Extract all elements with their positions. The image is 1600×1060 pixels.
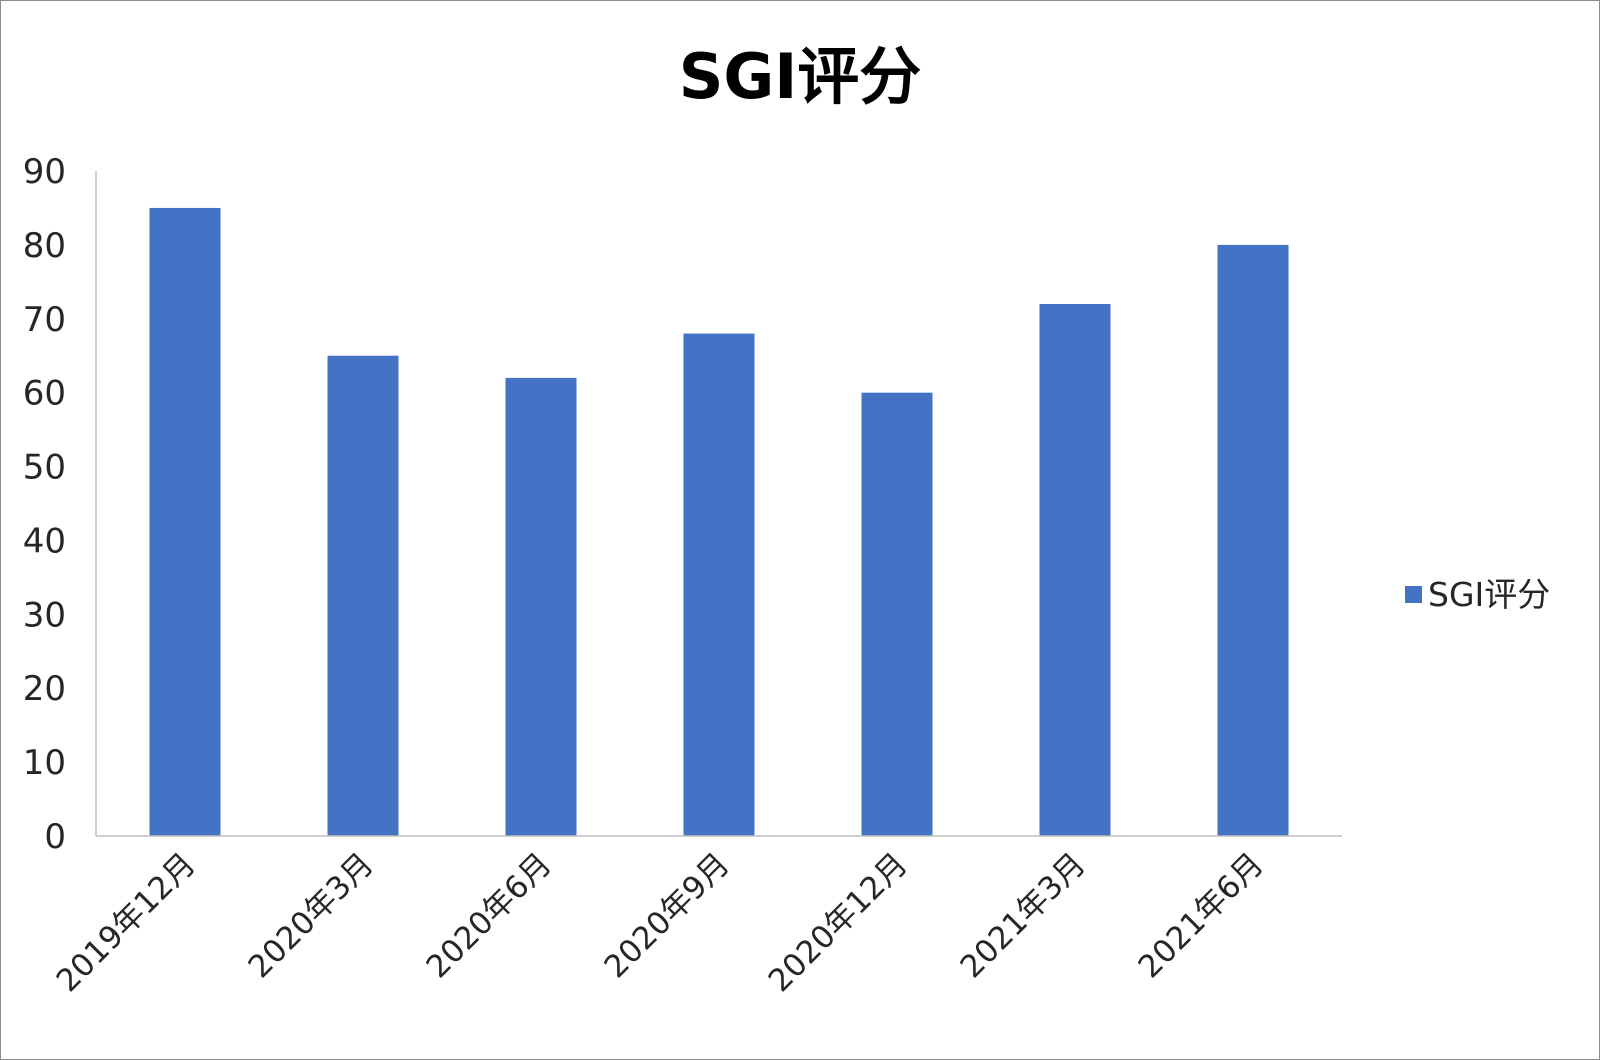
chart-title: SGI评分 bbox=[679, 40, 922, 113]
bar bbox=[861, 392, 933, 836]
x-tick-label: 2020年9月 bbox=[598, 846, 737, 985]
x-tick-label: 2019年12月 bbox=[50, 846, 203, 999]
x-tick-label: 2021年6月 bbox=[1132, 846, 1271, 985]
legend-swatch bbox=[1405, 586, 1422, 603]
y-tick-label: 70 bbox=[23, 300, 66, 340]
x-tick-label: 2021年3月 bbox=[954, 846, 1093, 985]
bar bbox=[1039, 304, 1111, 836]
x-tick-label: 2020年12月 bbox=[762, 846, 915, 999]
bar bbox=[505, 377, 577, 836]
y-tick-label: 90 bbox=[23, 152, 66, 192]
y-tick-label: 30 bbox=[23, 595, 66, 635]
x-axis: 2019年12月 2020年3月 2020年6月 2020年9月 2020年12月 202… bbox=[50, 835, 1342, 999]
bar bbox=[149, 207, 221, 836]
legend-label: SGI评分 bbox=[1428, 575, 1550, 614]
y-tick-label: 60 bbox=[23, 374, 66, 414]
y-tick-label: 20 bbox=[23, 669, 66, 709]
y-tick-label: 10 bbox=[23, 743, 66, 783]
y-tick-label: 0 bbox=[44, 817, 66, 857]
y-axis: 0 10 20 30 40 50 60 70 80 90 bbox=[23, 152, 97, 857]
y-tick-label: 80 bbox=[23, 226, 66, 266]
legend: SGI评分 bbox=[1405, 575, 1550, 614]
bar bbox=[1217, 244, 1289, 836]
x-tick-label: 2020年3月 bbox=[242, 846, 381, 985]
y-tick-label: 40 bbox=[23, 521, 66, 561]
y-tick-label: 50 bbox=[23, 448, 66, 488]
bar bbox=[327, 355, 399, 836]
x-tick-label: 2020年6月 bbox=[420, 846, 559, 985]
bar bbox=[683, 333, 755, 836]
bars bbox=[149, 207, 1289, 836]
